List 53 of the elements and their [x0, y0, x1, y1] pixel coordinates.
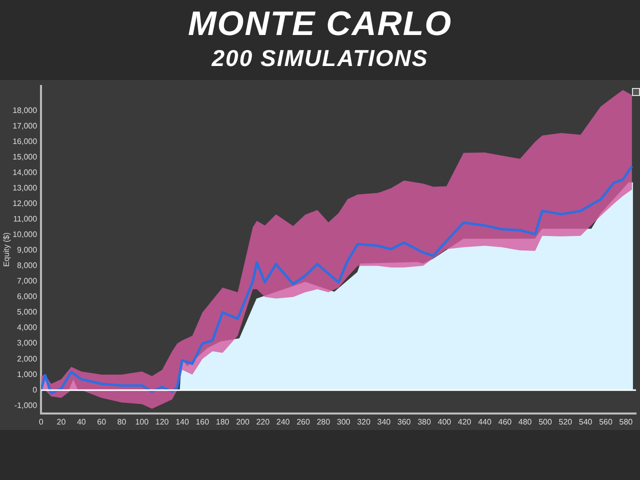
y-tick-label: 0: [32, 385, 38, 394]
x-tick-label: 200: [236, 417, 250, 426]
chart-subtitle: 200 SIMULATIONS: [210, 44, 430, 72]
x-tick-label: 560: [599, 417, 613, 426]
y-tick-label: 11,000: [13, 214, 38, 224]
x-tick-label: 580: [619, 417, 634, 426]
x-tick-label: 140: [176, 417, 190, 426]
x-tick-label: 340: [377, 417, 392, 426]
x-tick-label: 360: [397, 417, 412, 426]
y-axis-title: Equity ($): [2, 232, 12, 267]
x-tick-label: 120: [155, 417, 170, 426]
y-tick-label: 6,000: [17, 292, 38, 302]
x-tick-label: 260: [296, 417, 310, 426]
y-tick-label: 16,000: [12, 136, 38, 146]
y-tick-label: 3,000: [17, 338, 38, 348]
x-tick-label: 220: [256, 417, 270, 426]
x-tick-label: 20: [56, 417, 66, 426]
x-tick-label: 400: [438, 417, 452, 426]
y-tick-label: 7,000: [17, 276, 38, 286]
x-tick-label: 180: [216, 417, 230, 426]
y-tick-label: 13,000: [12, 183, 38, 192]
y-tick-label: 2,000: [17, 354, 38, 364]
y-tick-label: 5,000: [17, 308, 38, 317]
x-tick-label: 280: [316, 417, 331, 426]
x-tick-label: 80: [117, 417, 127, 426]
x-tick-label: 540: [578, 417, 593, 426]
y-tick-label: 12,000: [12, 199, 38, 208]
x-tick-label: 500: [538, 417, 552, 426]
y-tick-label: 18,000: [12, 106, 38, 115]
x-tick-label: 100: [135, 417, 150, 426]
x-tick-label: 320: [357, 417, 371, 426]
x-tick-label: 60: [97, 417, 107, 426]
chart-title: MONTE CARLO: [186, 4, 454, 44]
y-tick-label: 4,000: [17, 323, 38, 332]
y-tick-label: -1,000: [14, 400, 38, 410]
y-tick-label: 9,000: [17, 246, 38, 255]
x-tick-label: 160: [196, 417, 210, 426]
x-tick-label: 40: [76, 417, 86, 426]
x-tick-label: 300: [336, 417, 351, 426]
y-tick-label: 10,000: [12, 230, 38, 240]
x-tick-label: 520: [558, 417, 573, 426]
x-tick-label: 240: [276, 417, 290, 426]
x-tick-label: 480: [518, 417, 532, 426]
x-tick-label: 380: [418, 417, 432, 426]
x-tick-label: 0: [38, 417, 44, 426]
y-tick-label: 8,000: [17, 261, 38, 270]
x-tick-label: 420: [458, 417, 472, 426]
y-tick-label: 14,000: [12, 168, 38, 177]
x-tick-label: 460: [498, 417, 512, 426]
y-tick-label: 1,000: [17, 370, 38, 379]
x-tick-label: 440: [478, 417, 492, 426]
y-tick-label: 15,000: [12, 152, 38, 162]
y-tick-label: 17,000: [12, 121, 38, 130]
